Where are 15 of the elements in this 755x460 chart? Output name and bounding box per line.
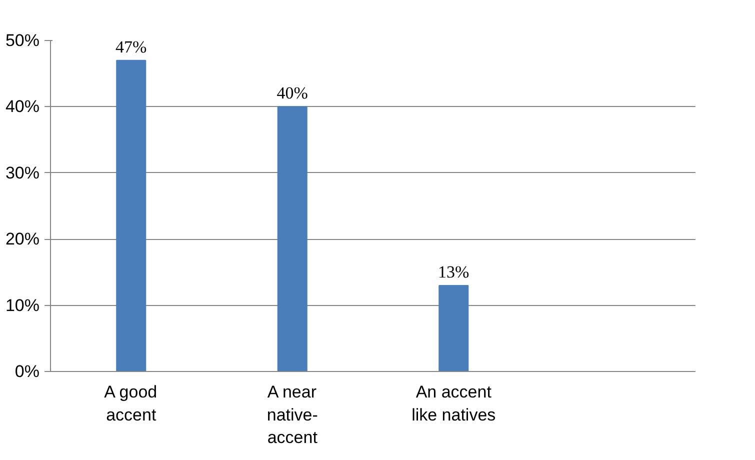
data-label: 40% (276, 84, 308, 103)
bar (438, 284, 469, 372)
x-tick-label: An accent like natives (412, 382, 496, 424)
y-tick-label: 0% (14, 362, 40, 381)
y-tick-label: 20% (5, 230, 40, 249)
y-tick-label: 40% (5, 97, 40, 116)
x-tick-label: A good accent (104, 382, 158, 424)
bar (277, 106, 308, 372)
data-label: 13% (438, 262, 470, 282)
y-tick-label: 50% (5, 31, 40, 50)
bar (116, 60, 146, 372)
x-tick-label: A near native-accent (266, 382, 318, 448)
data-label: 47% (116, 37, 147, 56)
y-tick-label: 30% (5, 163, 40, 182)
y-tick-label: 10% (5, 296, 40, 315)
